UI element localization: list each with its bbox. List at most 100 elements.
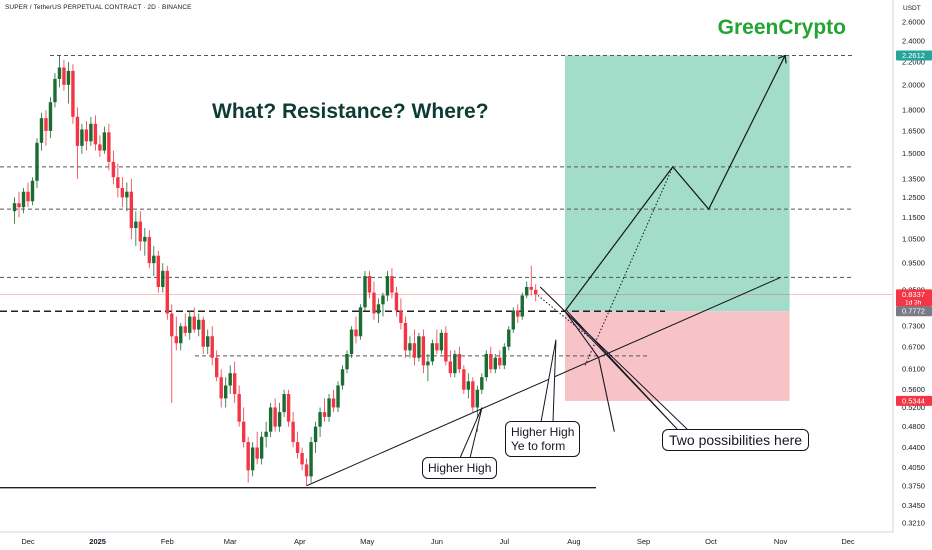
candle-body bbox=[89, 123, 93, 142]
candle-body bbox=[170, 313, 174, 337]
candle-body bbox=[250, 447, 255, 471]
candle-body bbox=[93, 123, 98, 145]
price-tick-label: 1.2500 bbox=[902, 193, 925, 202]
brand-logo-text: GreenCrypto bbox=[717, 16, 846, 39]
projection-arrowhead bbox=[777, 54, 787, 64]
price-badge bbox=[896, 306, 932, 317]
candle-body bbox=[318, 412, 322, 427]
price-badge-label: 0.5344 bbox=[902, 396, 925, 405]
candle-body bbox=[237, 394, 241, 422]
candle-body bbox=[44, 118, 48, 131]
candle-body bbox=[453, 354, 457, 374]
time-tick-label: Feb bbox=[161, 537, 174, 546]
candle-body bbox=[372, 292, 376, 314]
candle-body bbox=[417, 336, 421, 358]
candle-body bbox=[331, 398, 336, 408]
time-tick-label: Jul bbox=[499, 537, 509, 546]
candle-body bbox=[134, 221, 138, 229]
candle-body bbox=[444, 332, 448, 362]
candle-body bbox=[403, 322, 408, 351]
candle-body bbox=[30, 180, 35, 202]
candle-body bbox=[215, 357, 219, 378]
candle-body bbox=[116, 177, 120, 189]
time-tick-label: Sep bbox=[637, 537, 650, 546]
price-badge bbox=[896, 395, 932, 406]
price-tick-label: 1.6500 bbox=[902, 126, 925, 135]
candle-body bbox=[120, 188, 125, 198]
price-axis[interactable]: 2.6000 2.4000 2.2000 2.0000 1.8000 1.6500 1.50… bbox=[892, 0, 932, 550]
candle-body bbox=[12, 203, 17, 212]
candle-body bbox=[192, 316, 196, 330]
headline-annotation: What? Resistance? Where? bbox=[212, 100, 489, 123]
price-tick-label: 0.5200 bbox=[902, 403, 925, 412]
candle-body bbox=[98, 144, 102, 151]
bullish-projection-path bbox=[564, 55, 786, 312]
candle-body bbox=[241, 421, 246, 443]
time-tick-label: Oct bbox=[705, 537, 718, 546]
candle-body bbox=[188, 316, 192, 333]
candle-body bbox=[147, 236, 152, 264]
candle-body bbox=[17, 203, 21, 208]
callout-pointer-edge bbox=[564, 310, 689, 431]
time-tick-label: Aug bbox=[567, 537, 580, 546]
candle-body bbox=[291, 421, 295, 443]
candle-body bbox=[489, 354, 493, 370]
position-zones bbox=[564, 55, 790, 401]
price-tick-label: 2.6000 bbox=[902, 18, 925, 27]
price-tick-label: 1.1500 bbox=[902, 213, 925, 222]
time-tick-label: Apr bbox=[294, 537, 306, 546]
candle-body bbox=[232, 373, 237, 395]
price-tick-label: 0.4800 bbox=[902, 422, 925, 431]
candle-body bbox=[534, 289, 538, 295]
bearish-alt-path bbox=[539, 286, 615, 432]
candle-body bbox=[322, 412, 327, 417]
time-tick-label: 2025 bbox=[89, 537, 106, 546]
candle-body bbox=[111, 161, 116, 178]
price-tick-label: 2.4000 bbox=[902, 37, 925, 46]
price-tick-label: 0.6100 bbox=[902, 365, 925, 374]
candles bbox=[12, 55, 538, 486]
time-tick-label: Mar bbox=[224, 537, 237, 546]
price-badge-label: 0.8337 bbox=[902, 290, 925, 299]
candle-body bbox=[246, 442, 250, 471]
callout-two-possibilities-text: Two possibilities here bbox=[669, 432, 803, 448]
price-badge bbox=[896, 50, 932, 61]
candle-body bbox=[282, 394, 286, 413]
candle-body bbox=[480, 377, 484, 390]
candle-body bbox=[161, 270, 165, 287]
candle-body bbox=[66, 70, 71, 85]
price-badge-label: 2.2612 bbox=[902, 51, 925, 60]
candle-body bbox=[75, 116, 80, 146]
candle-body bbox=[435, 343, 439, 351]
candle-body bbox=[277, 412, 282, 427]
price-tick-label: 2.2000 bbox=[902, 58, 925, 67]
candle-body bbox=[363, 276, 367, 308]
callout-pointer-to-form bbox=[540, 339, 557, 423]
callout-line-1: Higher High bbox=[511, 425, 575, 439]
price-tick-label: 0.6700 bbox=[902, 342, 925, 351]
time-axis[interactable]: Dec 2025 Feb Mar Apr May Jun Jul Aug Sep Oct Nov Dec bbox=[0, 531, 893, 546]
candle-body bbox=[286, 394, 291, 422]
price-tick-label: 0.9500 bbox=[902, 259, 925, 268]
price-badge-label: 0.7772 bbox=[902, 307, 925, 316]
price-tick-label: 0.7300 bbox=[902, 322, 925, 331]
callout-higher-high-text: Higher High bbox=[428, 461, 492, 475]
candle-body bbox=[174, 336, 178, 344]
candle-body bbox=[84, 129, 89, 142]
callout-higher-high-to-form: Higher High Ye to form bbox=[505, 421, 581, 457]
drawings bbox=[306, 54, 787, 487]
time-tick-label: Nov bbox=[774, 537, 788, 546]
candle-body bbox=[349, 329, 354, 355]
stop-zone bbox=[564, 311, 790, 401]
candle-body bbox=[345, 354, 349, 370]
candle-body bbox=[426, 361, 430, 366]
price-tick-label: 0.3450 bbox=[902, 501, 925, 510]
candle-body bbox=[62, 67, 66, 85]
candle-body bbox=[300, 452, 304, 465]
candle-body bbox=[484, 354, 489, 378]
callout-higher-high: Higher High bbox=[422, 457, 498, 479]
candle-body bbox=[223, 385, 228, 399]
price-tick-label: 0.5600 bbox=[902, 385, 925, 394]
candle-body bbox=[26, 191, 30, 202]
